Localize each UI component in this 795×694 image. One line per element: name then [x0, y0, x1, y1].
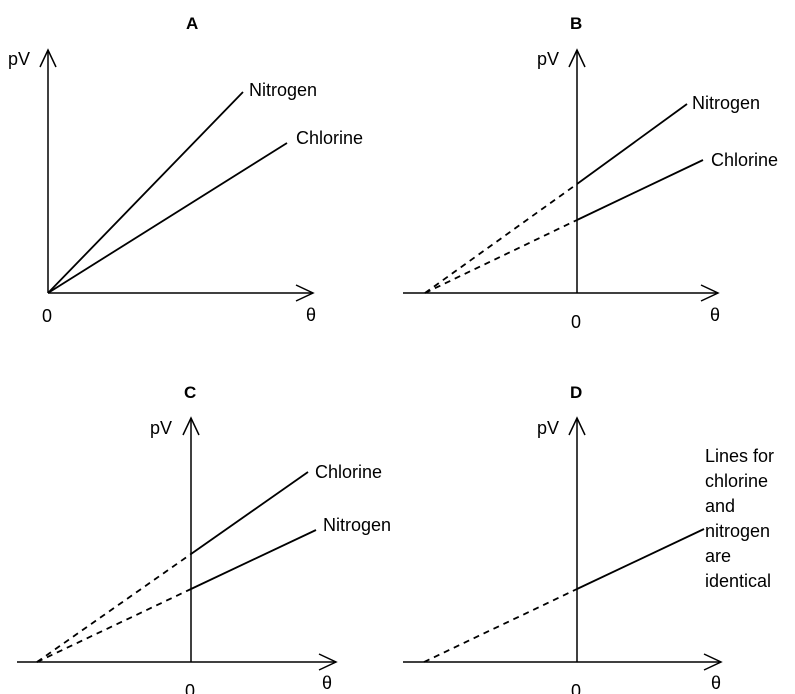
panel-d-note-line-1: Lines for: [705, 446, 774, 466]
panel-c-y-arrowhead: [182, 416, 200, 436]
panel-b-nitrogen-extrapolation: [424, 183, 578, 294]
panel-a: A pV θ 0 Nitrogen Chlorine: [8, 14, 363, 326]
panel-b-y-arrowhead: [568, 48, 586, 68]
panel-b-x-arrowhead: [700, 284, 720, 302]
panel-a-y-label: pV: [8, 49, 30, 69]
panel-b-y-label: pV: [537, 49, 559, 69]
panel-c-origin-label: 0: [185, 681, 195, 694]
panel-b-chlorine-line: [576, 159, 704, 221]
panel-d: D pV θ 0 Lines for chlorine and nitrogen…: [403, 383, 779, 694]
panel-b-x-label: θ: [710, 305, 720, 325]
panel-c-chlorine-extrapolation: [36, 553, 192, 663]
panel-d-note-line-6: identical: [705, 571, 771, 591]
panel-b-nitrogen-line: [576, 103, 688, 185]
panel-d-common-extrapolation: [423, 588, 578, 663]
panel-b-origin-label: 0: [571, 312, 581, 332]
panel-d-note-line-3: and: [705, 496, 735, 516]
panel-b-chlorine-extrapolation: [424, 219, 578, 294]
panel-c-title: C: [184, 383, 196, 402]
panel-b-nitrogen-label: Nitrogen: [692, 93, 760, 113]
panel-a-title: A: [186, 14, 198, 33]
panel-d-origin-label: 0: [571, 681, 581, 694]
panel-c-chlorine-line: [190, 471, 309, 555]
panel-d-y-label: pV: [537, 418, 559, 438]
panel-a-chlorine-line: [47, 142, 288, 294]
panel-d-note: Lines for chlorine and nitrogen are iden…: [705, 446, 779, 591]
panel-a-origin-label: 0: [42, 306, 52, 326]
panel-a-x-arrowhead: [295, 284, 315, 302]
panel-d-note-line-4: nitrogen: [705, 521, 770, 541]
panel-a-y-arrowhead: [39, 48, 57, 68]
panel-a-nitrogen-line: [47, 91, 244, 294]
panel-d-x-arrowhead: [703, 653, 723, 671]
panel-d-note-line-2: chlorine: [705, 471, 768, 491]
panel-c-chlorine-label: Chlorine: [315, 462, 382, 482]
panel-c-x-arrowhead: [318, 653, 338, 671]
panel-c-nitrogen-line: [190, 529, 317, 590]
panel-a-chlorine-label: Chlorine: [296, 128, 363, 148]
panel-a-nitrogen-label: Nitrogen: [249, 80, 317, 100]
panel-c-y-label: pV: [150, 418, 172, 438]
panel-a-x-label: θ: [306, 305, 316, 325]
panel-c-x-label: θ: [322, 673, 332, 693]
panel-c-nitrogen-label: Nitrogen: [323, 515, 391, 535]
panel-d-y-arrowhead: [568, 416, 586, 436]
panel-c-nitrogen-extrapolation: [36, 588, 192, 663]
panel-b-title: B: [570, 14, 582, 33]
panel-d-title: D: [570, 383, 582, 402]
panel-d-x-label: θ: [711, 673, 721, 693]
panel-d-note-line-5: are: [705, 546, 731, 566]
panel-b: B pV θ 0 Nitrogen Chlorine: [403, 14, 778, 332]
panel-d-common-line: [576, 528, 705, 590]
panel-c: C pV θ 0 Chlorine Nitrogen: [17, 383, 391, 694]
panel-b-chlorine-label: Chlorine: [711, 150, 778, 170]
